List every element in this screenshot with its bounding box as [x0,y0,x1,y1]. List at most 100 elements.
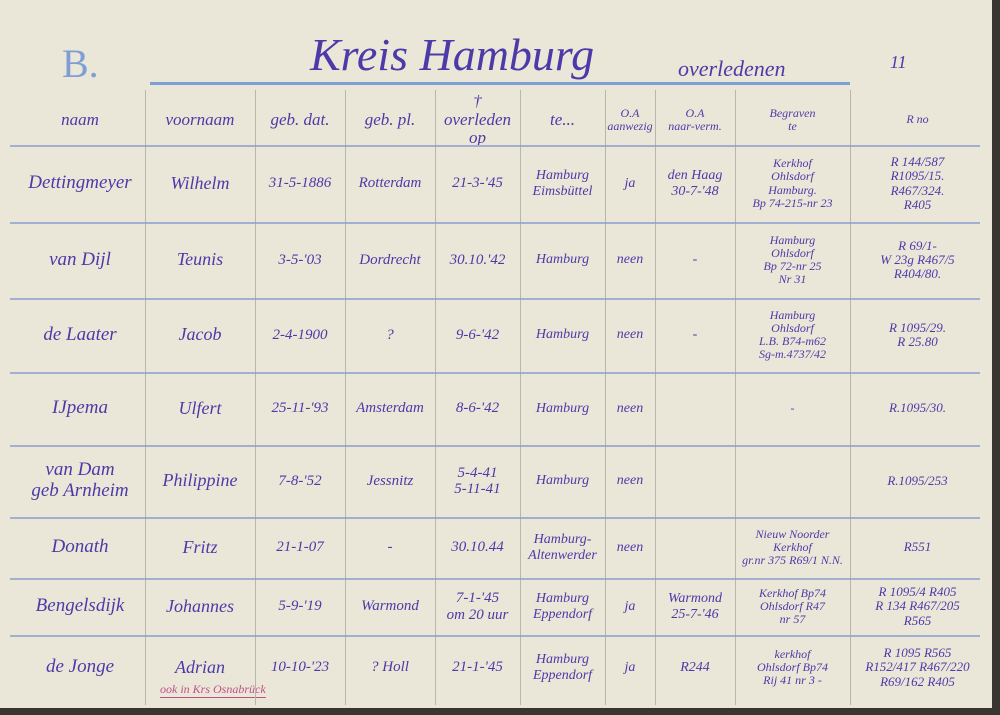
table-cell: Hamburg [535,252,590,268]
table-cell: neen [616,539,644,555]
table-cell: Hamburg Eppendorf [532,652,593,683]
row-rule [10,145,980,147]
table-cell: Bengelsdijk [35,595,125,617]
table-cell: Hamburg [535,327,590,343]
column-rule [145,90,146,705]
column-header: † overleden op [443,95,512,145]
table-cell [737,445,848,517]
column-rule [255,90,256,705]
table-cell: van Dam geb Arnheim [31,459,129,501]
table-cell: Hamburg Ohlsdorf Bp 72-nr 25 Nr 31 [763,232,822,287]
table-cell: Jacob [178,324,222,345]
title-underline [150,82,850,85]
column-header: voornaam [165,109,235,129]
table-cell: 5-9-'19 [278,598,322,615]
table-cell: - [692,327,698,343]
table-cell: Kerkhof Bp74 Ohlsdorf R47 nr 57 [759,585,826,627]
table-cell: 30.10.44 [451,539,504,556]
table-cell: Dordrecht [359,251,421,268]
table-cell: R 1095/29. R 25.80 [888,319,947,349]
table-cell: - [387,539,393,556]
table-cell: 31-5-1886 [268,175,332,192]
row-rule [10,635,980,637]
table-cell: den Haag 30-7-'48 [667,168,723,199]
title: Kreis Hamburg [310,29,595,80]
table-cell: ja [624,659,636,675]
table-cell: neen [616,473,644,489]
table-cell [657,372,733,445]
table-cell: R 144/587 R1095/15. R467/324. R405 [890,153,945,212]
column-rule [655,90,656,705]
table-cell: Dettingmeyer [28,172,132,194]
table-cell: 8-6-'42 [455,400,500,417]
table-cell: Hamburg Eimsbüttel [532,168,593,199]
table-cell: ? Holl [371,659,409,676]
table-cell: Hamburg [535,473,590,489]
table-cell: Fritz [182,536,218,557]
table-cell: 7-8-'52 [278,472,322,489]
table-cell: Kerkhof Ohlsdorf Hamburg. Bp 74-215-nr 2… [752,156,833,210]
column-rule [435,90,436,705]
table-cell: Nieuw Noorder Kerkhof gr.nr 375 R69/1 N.… [742,526,843,568]
table-cell: Ulfert [178,397,222,418]
table-cell: Jessnitz [366,472,414,489]
table-cell: 2-4-1900 [272,326,328,343]
table-cell: 21-1-'45 [452,659,503,676]
subtitle: overledenen [678,56,786,81]
table-cell: kerkhof Ohlsdorf Bp74 Rij 41 nr 3 - [756,646,828,688]
table-cell: ja [624,598,636,614]
table-cell: R551 [903,539,932,555]
table-cell: Warmond 25-7-'46 [668,591,722,622]
table-cell: R 1095 R565 R152/417 R467/220 R69/162 R4… [865,645,970,689]
column-header: naam [61,109,99,129]
row-rule [10,578,980,580]
table-cell: - [692,252,698,268]
table-cell: Rotterdam [358,175,422,192]
table-cell: Warmond [361,598,419,615]
table-cell: de Laater [43,323,117,345]
table-cell: 21-3-'45 [452,175,503,192]
table-cell: R 1095/4 R405 R 134 R467/205 R565 [875,584,960,628]
row-rule [10,298,980,300]
table-cell: - [790,400,795,415]
table-cell: Johannes [166,595,234,616]
table-cell: R.1095/253 [887,472,948,488]
column-rule [605,90,606,705]
table-cell: Hamburg Eppendorf [532,591,593,622]
column-header: O.A aanwezig [607,105,653,133]
table-cell: Philippine [162,470,238,491]
table-cell: Amsterdam [356,400,424,417]
table-cell: R244 [680,659,710,675]
table-cell: Hamburg [535,400,590,416]
table-cell: neen [616,327,644,343]
column-header: O.A naar-verm. [668,105,722,133]
table-cell: 5-4-41 5-11-41 [454,464,501,498]
table-cell: 7-1-'45 om 20 uur [446,590,509,623]
table-cell: ? [386,326,394,343]
table-cell: R 69/1- W 23g R467/5 R404/80. [880,237,955,282]
table-cell: neen [616,400,644,416]
table-cell: 9-6-'42 [455,326,500,343]
table-cell: 10-10-'23 [270,659,330,676]
column-header: geb. pl. [364,109,416,129]
corner-mark: B. [62,41,99,86]
table-cell: 21-1-07 [276,539,324,556]
row-rule [10,445,980,447]
table-cell: R.1095/30. [888,400,947,416]
column-rule [345,90,346,705]
table-cell [657,445,733,517]
column-header: te... [549,109,576,129]
column-rule [850,90,851,705]
table-cell: Wilhelm [170,172,230,193]
table-cell: Hamburg- Altenwerder [528,532,597,563]
row-rule [10,222,980,224]
column-header: R no [906,112,929,127]
row-rule [10,372,980,374]
column-rule [520,90,521,705]
table-cell: Donath [51,536,109,558]
note: ook in Krs Osnabrück [160,682,266,698]
table-cell [657,517,733,578]
column-header: geb. dat. [270,109,330,129]
